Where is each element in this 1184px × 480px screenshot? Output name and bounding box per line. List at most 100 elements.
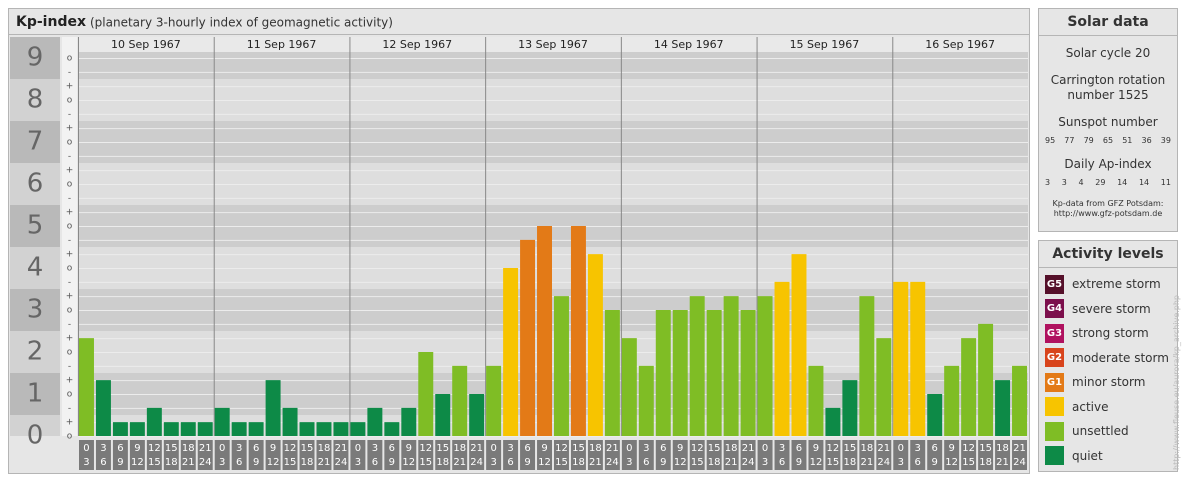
x-tick-label: 15 (827, 457, 840, 468)
x-tick-label: 18 (708, 457, 721, 468)
date-strip (78, 37, 1028, 52)
x-tick-label: 15 (148, 457, 161, 468)
hour-box (248, 440, 264, 470)
x-tick-label: 21 (199, 443, 212, 454)
bar (503, 268, 519, 436)
sub-tick-label: - (68, 361, 71, 371)
legend-item: G1 minor storm (1039, 370, 1177, 395)
sub-tick-label: o (67, 222, 73, 232)
bar (808, 365, 824, 436)
sub-tick-label: + (66, 82, 74, 92)
hour-box (350, 440, 366, 470)
hour-box (384, 440, 400, 470)
sunspot-value: 39 (1160, 136, 1171, 145)
sunspot-value: 95 (1045, 136, 1056, 145)
hour-box (604, 440, 620, 470)
day-label: 15 Sep 1967 (790, 38, 860, 51)
x-tick-label: 6 (660, 443, 666, 454)
grid-band (78, 52, 1028, 79)
x-tick-label: 3 (898, 457, 904, 468)
x-tick-label: 21 (742, 443, 755, 454)
x-tick-label: 18 (996, 443, 1009, 454)
x-tick-label: 3 (626, 457, 632, 468)
x-tick-label: 21 (453, 457, 466, 468)
bar (587, 254, 603, 436)
bar (570, 226, 586, 436)
bar (774, 281, 790, 436)
hour-box (265, 440, 281, 470)
x-tick-label: 24 (199, 457, 212, 468)
x-tick-label: 15 (436, 443, 449, 454)
y-band (10, 331, 60, 373)
y-band (10, 247, 60, 289)
x-tick-label: 0 (355, 443, 361, 454)
x-tick-label: 21 (606, 443, 619, 454)
sub-tick-label: - (68, 151, 71, 161)
hour-box (876, 440, 892, 470)
bar (655, 310, 671, 436)
y-band (10, 205, 60, 247)
x-tick-label: 12 (419, 443, 432, 454)
x-tick-label: 15 (555, 457, 568, 468)
hour-box (893, 440, 909, 470)
bar (146, 407, 162, 436)
bar (214, 407, 230, 436)
hour-box (333, 440, 349, 470)
hour-box (570, 440, 586, 470)
legend: Activity levels G5 extreme storm G4 severe … (1038, 240, 1178, 472)
bar (384, 422, 400, 436)
legend-item: G2 moderate storm (1039, 346, 1177, 371)
hour-box (112, 440, 128, 470)
hour-box (791, 440, 807, 470)
y-band (10, 373, 60, 415)
legend-label: severe storm (1072, 301, 1151, 316)
x-tick-label: 21 (877, 443, 890, 454)
y-tick-label: 3 (27, 295, 44, 325)
hour-box (910, 440, 926, 470)
y-tick-label: 7 (27, 127, 44, 157)
x-tick-label: 15 (708, 443, 721, 454)
ap-value: 4 (1078, 178, 1084, 187)
bar (995, 380, 1011, 436)
sub-tick-label: o (67, 264, 73, 274)
bar (876, 338, 892, 436)
y-band (10, 163, 60, 205)
x-tick-label: 6 (779, 457, 785, 468)
sub-tick-label: + (66, 376, 74, 386)
hour-box (859, 440, 875, 470)
sub-tick-label: + (66, 208, 74, 218)
bar (689, 296, 705, 436)
x-tick-label: 12 (267, 457, 280, 468)
sub-tick-label: - (68, 319, 71, 329)
hour-box (689, 440, 705, 470)
x-tick-label: 15 (844, 443, 857, 454)
hour-box (1012, 440, 1027, 470)
hour-box (520, 440, 536, 470)
bar (129, 422, 145, 436)
sunspot-value: 79 (1083, 136, 1094, 145)
sub-tick-label: - (68, 109, 71, 119)
bar (621, 338, 637, 436)
hour-box (79, 440, 94, 470)
hour-box (231, 440, 247, 470)
bar (927, 394, 943, 436)
x-tick-label: 6 (100, 457, 106, 468)
x-tick-label: 3 (219, 457, 225, 468)
bar (486, 365, 502, 436)
legend-label: quiet (1072, 448, 1103, 463)
hour-box (740, 440, 756, 470)
x-tick-label: 3 (779, 443, 785, 454)
x-tick-label: 9 (134, 443, 140, 454)
x-tick-label: 9 (660, 457, 666, 468)
x-tick-label: 9 (524, 457, 530, 468)
x-tick-label: 12 (810, 457, 823, 468)
bar (197, 422, 213, 436)
x-tick-label: 15 (691, 457, 704, 468)
legend-swatch: G4 (1045, 299, 1064, 319)
x-tick-label: 6 (507, 457, 513, 468)
hour-box (180, 440, 196, 470)
ap-value: 14 (1117, 178, 1128, 187)
legend-items: G5 extreme storm G4 severe storm G3 strong st… (1039, 268, 1177, 468)
hour-box (825, 440, 841, 470)
x-tick-label: 21 (182, 457, 195, 468)
